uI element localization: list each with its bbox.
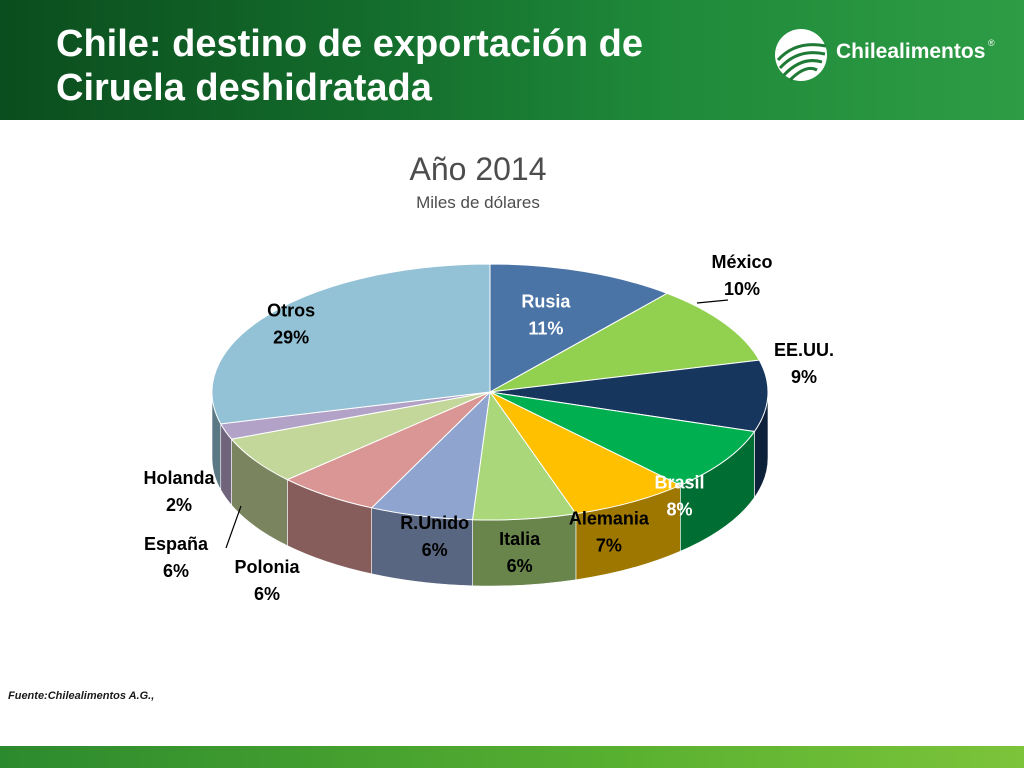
logo: Chilealimentos ® bbox=[772, 26, 995, 86]
pie-value-brasil: 8% bbox=[667, 499, 693, 519]
pie-top bbox=[211, 263, 769, 521]
pie-value-otros: 29% bbox=[273, 328, 309, 348]
pie-label-r-unido: R.Unido bbox=[400, 513, 469, 533]
pie-label-italia: Italia bbox=[499, 529, 541, 549]
pie-value-italia: 6% bbox=[507, 556, 533, 576]
pie-slice-brasil bbox=[489, 391, 756, 486]
chart-title: Año 2014 bbox=[409, 151, 546, 187]
pie-value-ee-uu-: 9% bbox=[791, 367, 817, 387]
logo-text: Chilealimentos bbox=[836, 40, 986, 63]
pie-label-alemania: Alemania bbox=[569, 509, 650, 529]
pie-labels: Rusia 11% México 10% EE.UU. 9% Brasil 8% Alemani… bbox=[143, 252, 834, 604]
pie-label-m-xico: México bbox=[711, 252, 772, 272]
pie-value-holanda: 2% bbox=[166, 495, 192, 515]
chart-subtitle: Miles de dólares bbox=[416, 193, 540, 212]
pie-value-espa-a: 6% bbox=[163, 561, 189, 581]
pie-slice-m-xico bbox=[489, 292, 761, 393]
pie-label-ee-uu-: EE.UU. bbox=[774, 340, 834, 360]
logo-registered-mark: ® bbox=[988, 38, 995, 48]
pie-chart: Año 2014 Miles de dólares Rusia 11% México… bbox=[143, 151, 834, 604]
pie-label-polonia: Polonia bbox=[234, 557, 300, 577]
pie-label-rusia: Rusia bbox=[521, 292, 571, 312]
pie-value-rusia: 11% bbox=[528, 319, 563, 339]
leader-line-m-xico bbox=[696, 299, 729, 304]
pie-slice-ee-uu- bbox=[489, 359, 769, 433]
pie-slice-alemania bbox=[489, 391, 682, 515]
pie-sides bbox=[211, 391, 769, 587]
pie-label-otros: Otros bbox=[267, 301, 315, 321]
source-note: Fuente:Chilealimentos A.G., bbox=[8, 690, 155, 702]
logo-globe-icon bbox=[775, 29, 827, 82]
pie-slice-rusia bbox=[489, 263, 669, 393]
pie-value-alemania: 7% bbox=[596, 536, 622, 556]
footer-bar bbox=[0, 746, 1024, 768]
pie-label-brasil: Brasil bbox=[654, 472, 704, 492]
pie-leader-lines bbox=[225, 299, 729, 549]
pie-value-polonia: 6% bbox=[254, 584, 280, 604]
pie-slice-otros bbox=[211, 263, 491, 425]
pie-label-espa-a: España bbox=[144, 534, 209, 554]
page-title: Chile: destino de exportación de Ciruela… bbox=[56, 23, 643, 109]
pie-value-m-xico: 10% bbox=[724, 279, 760, 299]
pie-value-r-unido: 6% bbox=[422, 540, 448, 560]
leader-line-espa-a bbox=[225, 505, 242, 549]
pie-label-holanda: Holanda bbox=[143, 468, 215, 488]
header-banner: Chile: destino de exportación de Ciruela… bbox=[0, 0, 1024, 120]
